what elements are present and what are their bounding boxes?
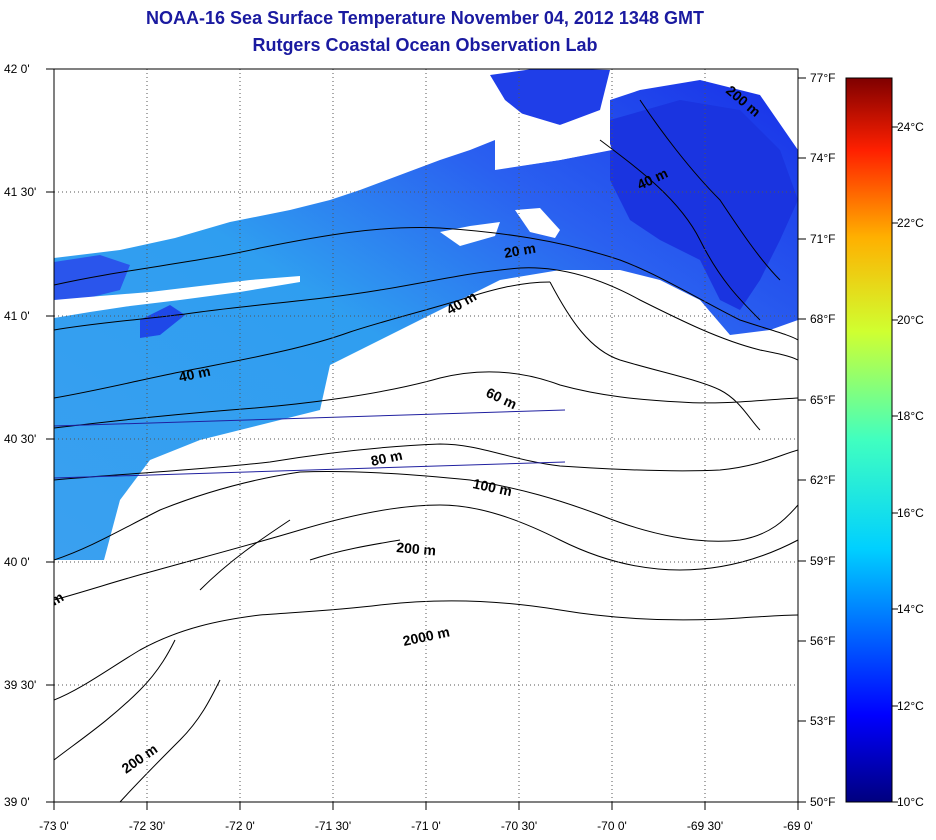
f-label-68: 68°F [810, 312, 835, 326]
island-nantucket [515, 208, 560, 238]
sst-patch-li [140, 305, 185, 338]
f-label-50: 50°F [810, 795, 835, 809]
lon-label-71: -71 0' [411, 819, 441, 833]
f-label-59: 59°F [810, 554, 835, 568]
contour-label-20m: 20 m [503, 240, 537, 261]
lon-label-70: -70 0' [597, 819, 627, 833]
f-label-62: 62°F [810, 473, 835, 487]
c-label-24: 24°C [897, 120, 924, 134]
lon-label-69: -69 0' [783, 819, 813, 833]
lat-label-41: 41 0' [4, 309, 30, 323]
sst-swath [54, 80, 798, 560]
c-label-14: 14°C [897, 602, 924, 616]
f-label-53: 53°F [810, 714, 835, 728]
track-line-north [54, 409, 566, 427]
lon-label-72-30: -72 30' [129, 819, 165, 833]
lon-label-70-30: -70 30' [501, 819, 537, 833]
c-label-18: 18°C [897, 409, 924, 423]
lat-label-40: 40 0' [4, 555, 30, 569]
lon-label-71-30: -71 30' [315, 819, 351, 833]
map-subtitle: Rutgers Coastal Ocean Observation Lab [252, 35, 598, 55]
f-label-71: 71°F [810, 232, 835, 246]
lon-label-72: -72 0' [225, 819, 255, 833]
axis-ticks [46, 68, 806, 810]
lat-label-40-30: 40 30' [4, 432, 36, 446]
sst-cool-east [610, 100, 798, 310]
bathymetry-contours [54, 99, 798, 802]
contour-label-80m: 80 m [369, 447, 404, 469]
lat-label-39-30: 39 30' [4, 678, 36, 692]
land-mass-ct-ri [54, 69, 500, 254]
color-bar-ticks [892, 126, 898, 803]
celsius-scale: 24°C 22°C 20°C 18°C 16°C 14°C 12°C 10°C [897, 120, 924, 809]
contour-label-40m-west: 40 m [177, 363, 212, 385]
sst-cool-patch [490, 69, 610, 125]
track-line-south [54, 461, 566, 479]
f-label-77: 77°F [810, 71, 835, 85]
c-label-22: 22°C [897, 216, 924, 230]
c-label-16: 16°C [897, 506, 924, 520]
color-bar [845, 77, 893, 803]
lat-label-41-30: 41 30' [4, 185, 36, 199]
longitude-labels: -73 0' -72 30' -72 0' -71 30' -71 0' -70… [39, 819, 813, 833]
fahrenheit-scale: 77°F 74°F 71°F 68°F 65°F 62°F 59°F 56°F … [810, 71, 835, 809]
gridlines [54, 69, 798, 802]
lon-label-69-30: -69 30' [687, 819, 723, 833]
long-island [54, 276, 300, 318]
map-title: NOAA-16 Sea Surface Temperature November… [146, 8, 704, 28]
lon-label-73: -73 0' [39, 819, 69, 833]
c-label-12: 12°C [897, 699, 924, 713]
f-label-56: 56°F [810, 634, 835, 648]
lat-label-39: 39 0' [4, 795, 30, 809]
lat-label-42: 42 0' [4, 62, 30, 76]
f-label-65: 65°F [810, 393, 835, 407]
land-mass-cape [495, 110, 612, 168]
island-marthas-vineyard [440, 222, 500, 246]
c-label-10: 10°C [897, 795, 924, 809]
latitude-labels: 42 0' 41 30' 41 0' 40 30' 40 0' 39 30' 3… [4, 62, 36, 809]
c-label-20: 20°C [897, 313, 924, 327]
f-label-74: 74°F [810, 151, 835, 165]
